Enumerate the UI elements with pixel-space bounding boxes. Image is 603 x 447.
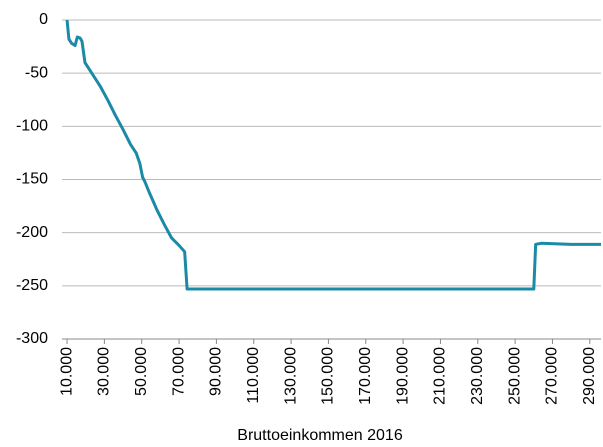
x-tick-label: 190.000: [394, 347, 411, 405]
y-tick-label: -200: [16, 224, 48, 241]
x-tick-label: 290.000: [581, 347, 598, 405]
x-axis-label: Bruttoeinkommen 2016: [237, 427, 403, 444]
x-tick-label: 250.000: [506, 347, 523, 405]
x-tick-label: 70.000: [170, 347, 187, 396]
y-tick-label: -300: [16, 330, 48, 347]
x-tick-label: 30.000: [96, 347, 113, 396]
x-tick-label: 170.000: [357, 347, 374, 405]
x-tick-label: 270.000: [544, 347, 561, 405]
y-tick-label: -50: [25, 64, 48, 81]
x-tick-label: 50.000: [133, 347, 150, 396]
x-tick-label: 130.000: [282, 347, 299, 405]
x-tick-label: 110.000: [245, 347, 262, 404]
x-tick-label: 230.000: [469, 347, 486, 405]
y-tick-label: -100: [16, 118, 48, 135]
y-tick-label: -250: [16, 277, 48, 294]
x-tick-label: 90.000: [208, 347, 225, 396]
x-tick-label: 210.000: [432, 347, 449, 405]
line: [65, 19, 601, 291]
x-tick-label: 150.000: [320, 347, 337, 405]
x-tick-label: 10.000: [58, 347, 75, 396]
y-tick-label: -150: [16, 171, 48, 188]
y-tick-label: 0: [39, 11, 48, 28]
